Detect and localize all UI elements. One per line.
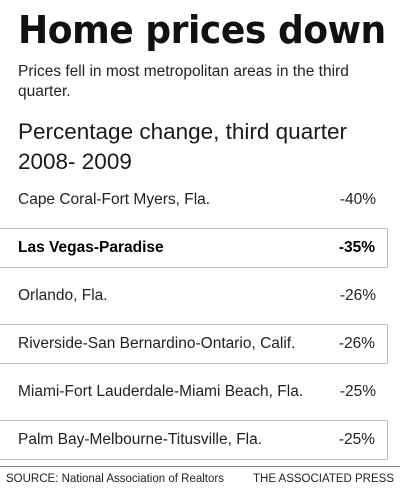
row-label: Miami-Fort Lauderdale-Miami Beach, Fla. (18, 383, 304, 400)
section-title: Percentage change, third quarter 2008- 2… (18, 119, 347, 174)
row-label: Las Vegas-Paradise (18, 239, 164, 256)
chart-title: Home prices down (18, 8, 386, 52)
row-value: -35% (338, 239, 375, 256)
data-table: Cape Coral-Fort Myers, Fla. -40% Las Vegas… (0, 182, 388, 462)
credit-line: THE ASSOCIATED PRESS (252, 473, 394, 485)
source-note: SOURCE: National Association of Realtors (6, 473, 224, 485)
row-value: -40% (339, 191, 376, 208)
row-label: Palm Bay-Melbourne-Titusville, Fla. (18, 431, 263, 448)
table-row: Orlando, Fla. -26% (0, 276, 388, 316)
row-label: Riverside-San Bernardino-Ontario, Calif. (18, 335, 296, 352)
row-label: Cape Coral-Fort Myers, Fla. (18, 191, 211, 208)
table-row: Miami-Fort Lauderdale-Miami Beach, Fla. -… (0, 372, 388, 412)
footer: SOURCE: National Association of Realtors… (0, 466, 400, 493)
row-label: Orlando, Fla. (18, 287, 108, 304)
table-row: Riverside-San Bernardino-Ontario, Calif.… (0, 324, 388, 364)
row-value: -25% (338, 431, 375, 448)
table-row: Cape Coral-Fort Myers, Fla. -40% (0, 180, 388, 220)
row-value: -26% (338, 335, 375, 352)
chart-subtitle: Prices fell in most metropolitan areas i… (18, 63, 349, 100)
row-value: -25% (339, 383, 376, 400)
table-row: Las Vegas-Paradise -35% (0, 228, 388, 268)
row-value: -26% (339, 287, 376, 304)
table-row: Palm Bay-Melbourne-Titusville, Fla. -25% (0, 420, 388, 460)
